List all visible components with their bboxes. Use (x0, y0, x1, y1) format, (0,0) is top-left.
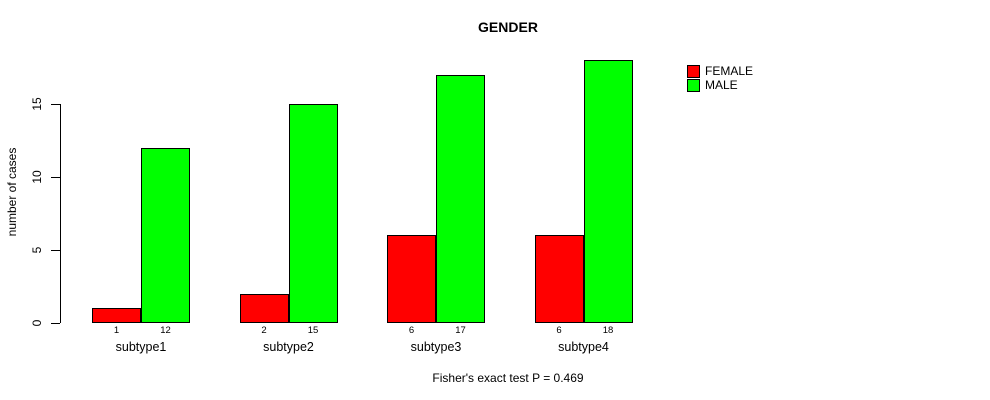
x-category-label: subtype4 (558, 340, 609, 354)
legend-label: MALE (705, 78, 738, 93)
bar-male-subtype1 (141, 147, 190, 323)
bar-value-label: 18 (602, 325, 614, 336)
bar-male-subtype2 (288, 104, 338, 323)
y-axis-tick-label: 5 (30, 246, 44, 254)
x-category-label: subtype3 (410, 340, 462, 354)
bar-female-subtype1 (92, 308, 141, 323)
bar-value-label: 6 (556, 325, 562, 336)
bar-female-subtype2 (239, 293, 289, 323)
bar-value-label: 6 (408, 325, 415, 336)
y-axis-tick-label: 0 (30, 319, 44, 327)
legend-swatch-female (687, 65, 700, 78)
y-axis-line (60, 104, 61, 323)
y-axis-tick-label: 15 (30, 97, 44, 111)
x-category-label: subtype1 (115, 340, 167, 354)
bar-value-label: 17 (455, 325, 466, 336)
legend-swatch-male (687, 79, 700, 93)
legend-item-male: MALE (687, 78, 753, 93)
bar-female-subtype4 (534, 235, 584, 323)
bar-value-label: 1 (113, 325, 120, 336)
chart-title: GENDER (478, 19, 538, 35)
x-category-label: subtype2 (263, 340, 314, 354)
y-axis-tick-label: 10 (30, 170, 44, 184)
bar-male-subtype3 (436, 74, 485, 323)
y-axis-tick (51, 249, 60, 251)
bar-male-subtype4 (583, 60, 633, 323)
legend-item-female: FEMALE (687, 65, 753, 78)
y-axis-tick (51, 103, 60, 105)
bar-female-subtype3 (387, 235, 436, 323)
y-axis-tick (51, 322, 60, 324)
legend: FEMALE MALE (687, 65, 753, 94)
annotation-text: Fisher's exact test P = 0.469 (432, 371, 584, 385)
legend-label: FEMALE (705, 64, 754, 78)
bar-value-label: 12 (160, 325, 171, 336)
bar-value-label: 15 (307, 325, 319, 336)
y-axis-tick (51, 176, 60, 178)
bar-value-label: 2 (261, 325, 267, 336)
